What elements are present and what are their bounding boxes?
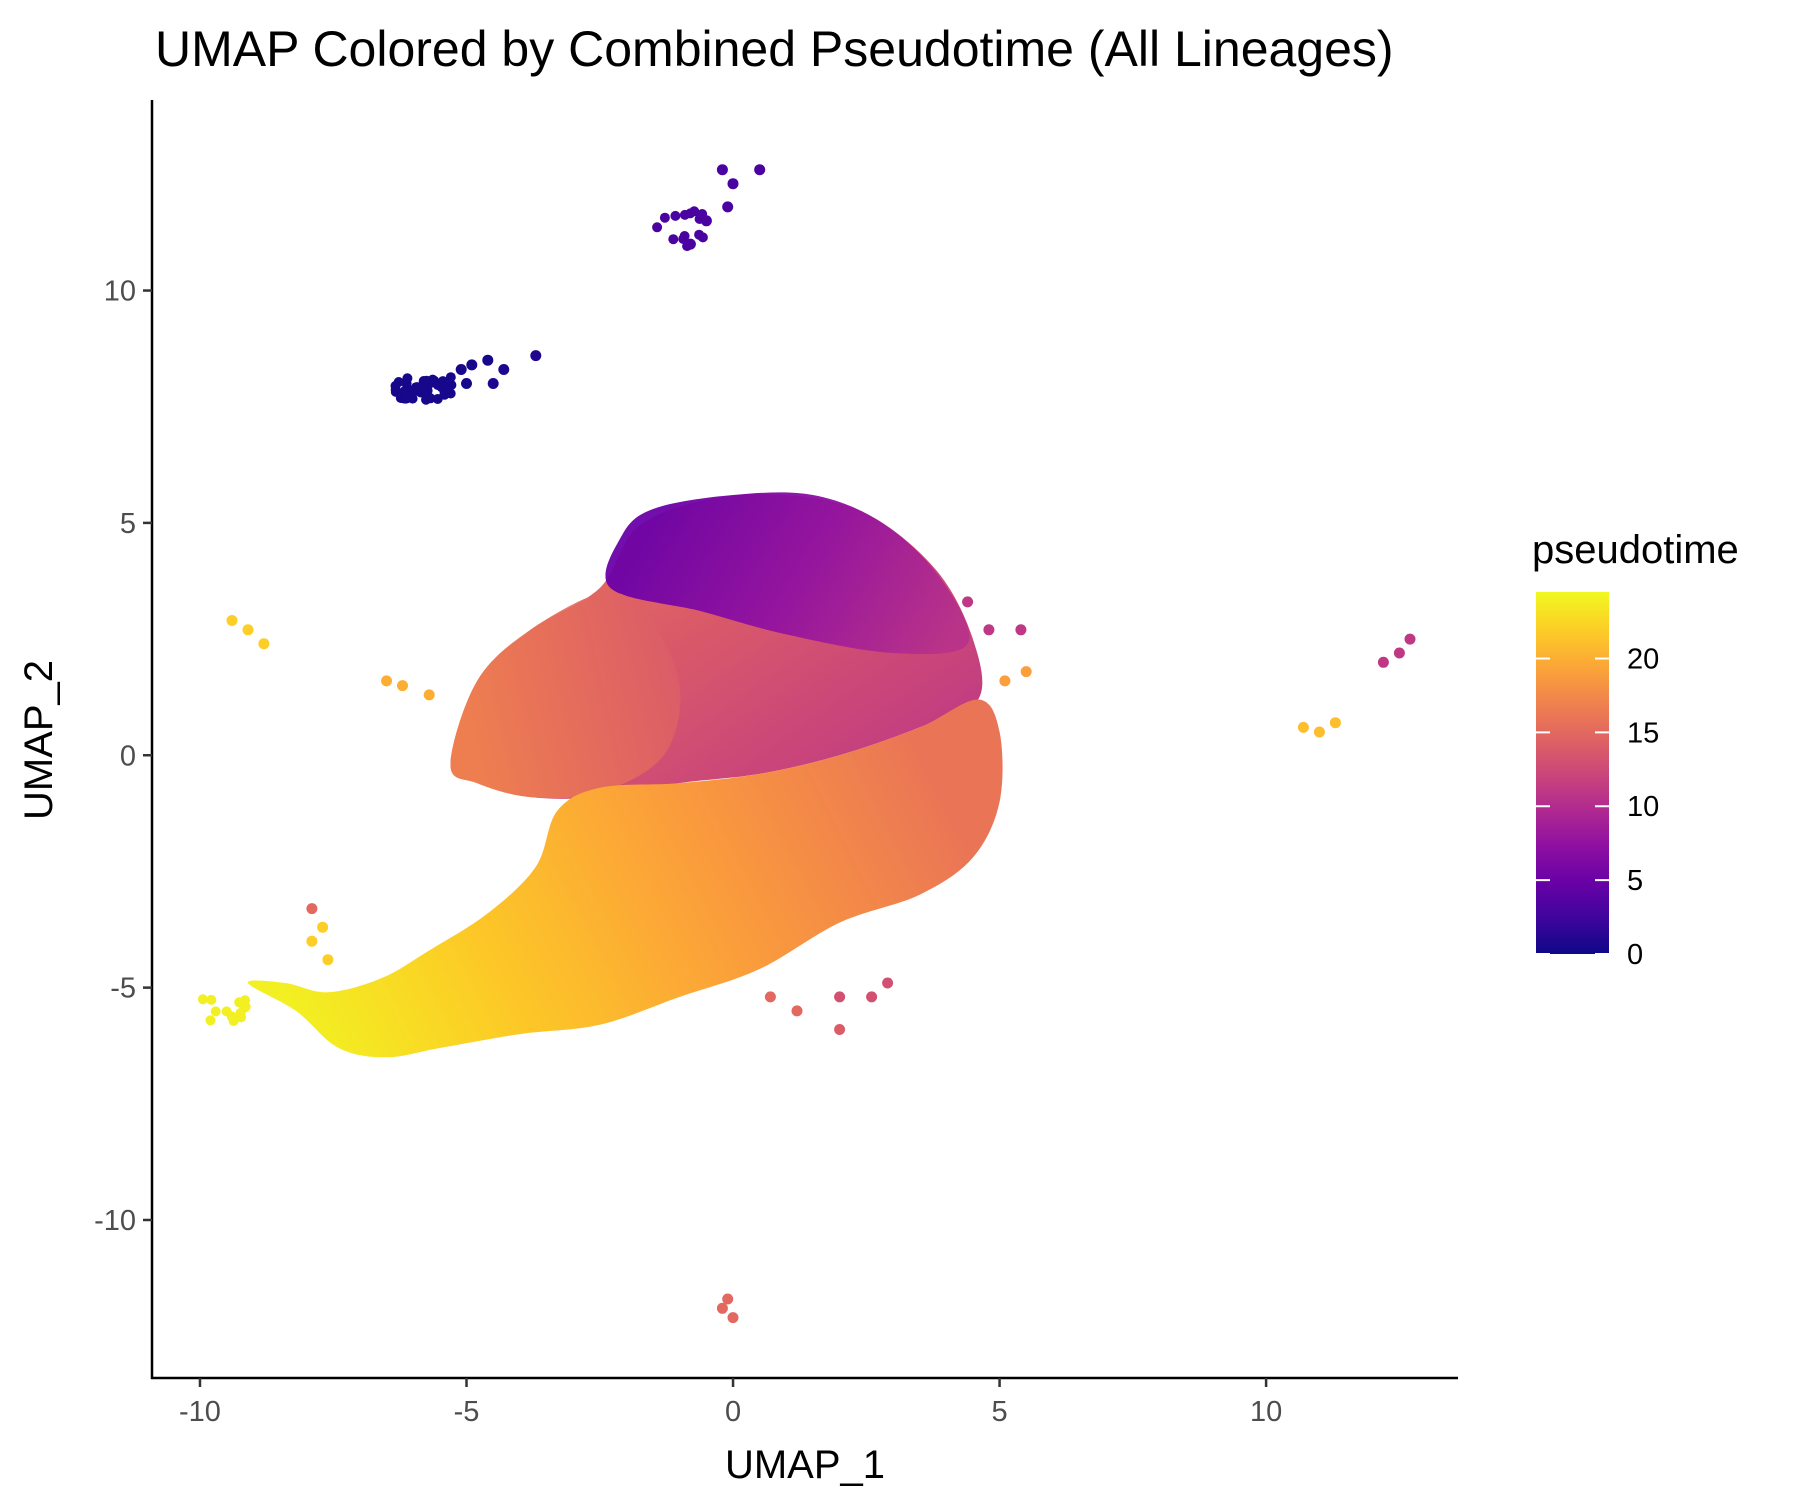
scatter-point (722, 201, 734, 213)
scatter-point (1329, 717, 1341, 729)
colorbar (1536, 592, 1609, 954)
scatter-point (226, 615, 238, 626)
upper-lobe-cap (605, 492, 970, 655)
color-legend: pseudotime 0 5 10 15 20 (1532, 528, 1739, 971)
scatter-point (668, 234, 679, 245)
tail-lobe (247, 699, 1003, 1058)
scatter-point (381, 675, 392, 687)
scatter-point (679, 209, 690, 220)
x-tick-label: -10 (179, 1396, 221, 1428)
scatter-point (689, 206, 700, 217)
scatter-point (487, 378, 499, 389)
scatter-point (498, 364, 510, 375)
scatter-point (322, 954, 334, 966)
scatter-point (197, 994, 208, 1005)
scatter-point (466, 359, 478, 371)
scatter-point (439, 387, 450, 398)
scatter-point (413, 384, 424, 394)
x-tick-label: -5 (454, 1396, 480, 1428)
scatter-point (306, 935, 318, 947)
scatter-point (754, 164, 766, 176)
scatter-point (716, 1302, 728, 1314)
colorbar-ticks: 0 5 10 15 20 (1536, 643, 1659, 971)
scatter-points (197, 164, 1416, 1324)
x-axis-ticks: -10 -5 0 5 10 (179, 1378, 1282, 1428)
y-axis-ticks: -10 -5 0 5 10 (94, 276, 152, 1237)
scatter-point (652, 222, 663, 233)
scatter-point (393, 377, 404, 387)
scatter-point (1020, 666, 1032, 678)
legend-title: pseudotime (1532, 528, 1739, 572)
scatter-point (1404, 633, 1416, 645)
scatter-point (1297, 721, 1309, 733)
scatter-point (425, 393, 436, 404)
scatter-point (317, 921, 329, 933)
scatter-point (694, 214, 705, 224)
scatter-point (206, 994, 217, 1005)
scatter-point (697, 232, 708, 243)
scatter-point (306, 903, 318, 915)
scatter-point (482, 354, 494, 366)
scatter-point (983, 624, 995, 636)
y-tick-label: -10 (94, 1205, 136, 1237)
scatter-point (397, 680, 408, 692)
colorbar-tick-label: 0 (1627, 939, 1643, 971)
upper-lobe-left (450, 592, 681, 799)
x-axis-title: UMAP_1 (725, 1443, 885, 1487)
y-tick-label: -5 (110, 973, 136, 1005)
scatter-point (1377, 656, 1389, 668)
colorbar-tick-label: 10 (1627, 791, 1659, 823)
y-tick-label: 5 (120, 508, 136, 540)
scatter-point (1393, 647, 1405, 659)
scatter-point (727, 178, 739, 190)
scatter-point (235, 1008, 246, 1018)
colorbar-tick-label: 20 (1627, 643, 1659, 675)
colorbar-tick-label: 15 (1627, 717, 1659, 749)
colorbar-tick-label: 5 (1627, 865, 1643, 897)
scatter-point (866, 991, 878, 1003)
scatter-point (423, 689, 435, 701)
plot-area (197, 164, 1416, 1324)
scatter-point (461, 378, 472, 389)
scatter-point (834, 991, 846, 1003)
x-tick-label: 5 (991, 1396, 1007, 1428)
scatter-point (221, 1006, 232, 1017)
scatter-point (962, 596, 974, 608)
y-axis-title: UMAP_2 (17, 660, 61, 820)
scatter-point (659, 212, 670, 223)
y-tick-label: 0 (120, 740, 136, 772)
scatter-point (530, 350, 542, 362)
scatter-point (445, 372, 456, 383)
scatter-point (234, 997, 245, 1008)
scatter-point (402, 373, 413, 384)
chart-title: UMAP Colored by Combined Pseudotime (All… (155, 21, 1394, 77)
scatter-point (400, 385, 411, 396)
scatter-point (882, 977, 894, 989)
scatter-point (455, 364, 467, 375)
scatter-point (228, 1016, 239, 1026)
scatter-point (834, 1024, 846, 1035)
scatter-point (764, 991, 776, 1003)
x-tick-label: 0 (725, 1396, 741, 1428)
scatter-point (401, 393, 412, 404)
scatter-point (670, 210, 681, 221)
scatter-point (205, 1015, 216, 1026)
scatter-point (727, 1312, 739, 1324)
scatter-point (242, 624, 254, 636)
scatter-point (999, 675, 1011, 687)
scatter-point (258, 638, 270, 650)
scatter-point (390, 386, 401, 397)
y-tick-label: 10 (104, 276, 136, 308)
scatter-point (679, 231, 690, 241)
main-cell-cloud (247, 492, 1003, 1058)
scatter-point (722, 1293, 734, 1305)
scatter-point (716, 164, 728, 176)
x-tick-label: 10 (1250, 1396, 1282, 1428)
scatter-point (1313, 726, 1325, 738)
scatter-point (791, 1005, 803, 1017)
scatter-point (210, 1006, 221, 1017)
scatter-point (1015, 624, 1027, 636)
